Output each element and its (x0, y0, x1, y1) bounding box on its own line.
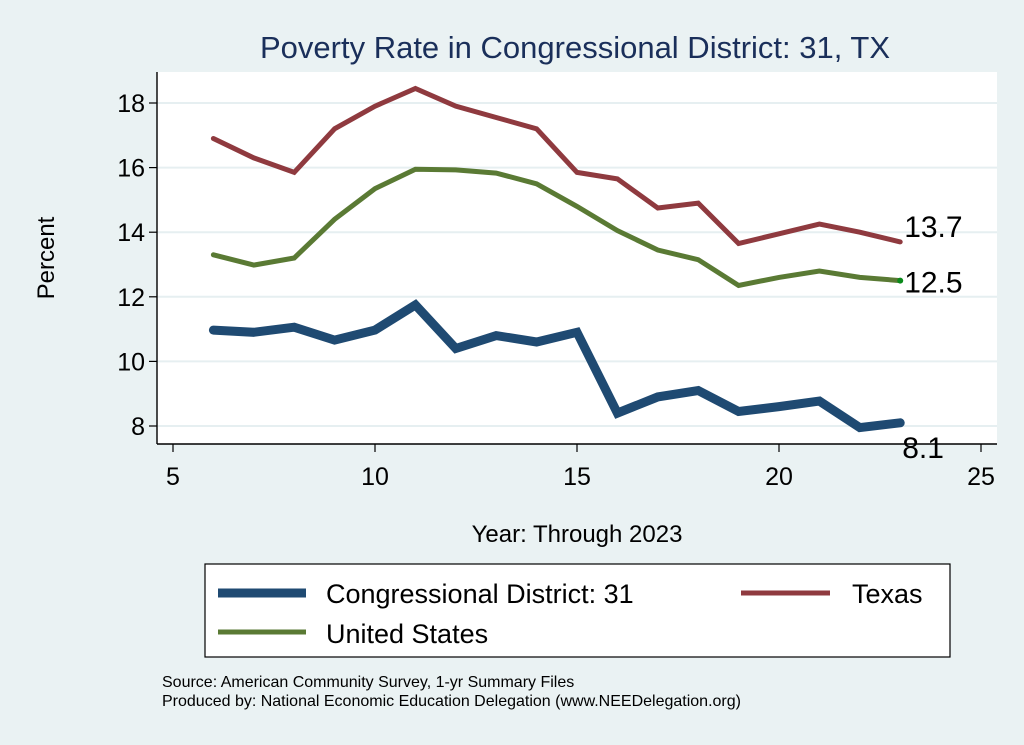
x-tick-label: 10 (361, 463, 389, 491)
end-label-texas: 13.7 (904, 211, 962, 244)
x-tick-label: 15 (563, 463, 591, 491)
legend-label-texas: Texas (852, 579, 923, 609)
series-line-texas (210, 85, 903, 247)
legend-label-cd31: Congressional District: 31 (326, 579, 634, 609)
series-line-cd31 (208, 299, 905, 433)
y-axis-label: Percent (33, 216, 60, 299)
y-tick-label: 18 (117, 90, 145, 118)
x-tick-label: 25 (967, 463, 995, 491)
legend-box (204, 563, 951, 658)
series-lines (208, 85, 905, 433)
end-label-us: 12.5 (904, 267, 962, 300)
x-tick-label: 20 (765, 463, 793, 491)
x-tick-label: 5 (166, 463, 180, 491)
y-tick-label: 14 (117, 219, 145, 247)
legend: Congressional District: 31 Texas United … (204, 563, 951, 658)
y-tick-label: 12 (117, 284, 145, 312)
producer-note: Produced by: National Economic Education… (162, 693, 741, 710)
legend-label-us: United States (326, 619, 488, 649)
end-label-cd31: 8.1 (902, 432, 944, 465)
y-tick-label: 10 (117, 348, 145, 376)
y-tick-label: 8 (131, 413, 145, 441)
y-tick-label: 16 (117, 155, 145, 183)
chart-title: Poverty Rate in Congressional District: … (260, 30, 890, 65)
x-axis-label: Year: Through 2023 (472, 521, 683, 548)
axes: 8 10 12 14 16 18 5 10 15 20 25 (117, 72, 997, 491)
series-line-us (210, 166, 903, 289)
end-labels: 8.1 13.7 12.5 (897, 211, 963, 465)
end-marker-us (897, 277, 904, 284)
source-note: Source: American Community Survey, 1-yr … (162, 674, 574, 691)
gridlines (157, 102, 997, 427)
